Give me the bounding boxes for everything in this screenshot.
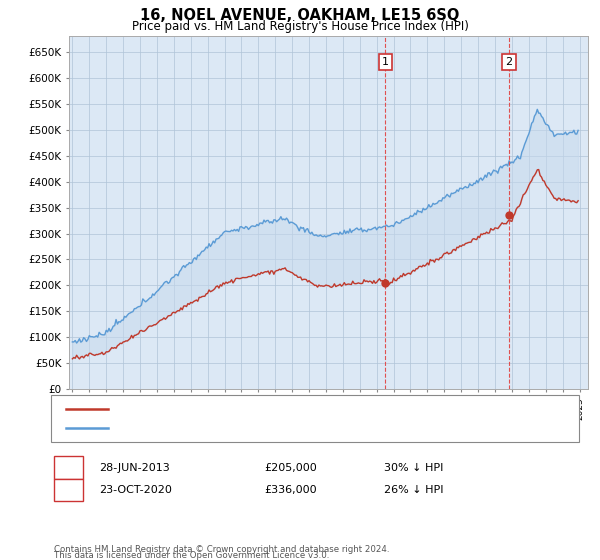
Text: £205,000: £205,000 — [264, 463, 317, 473]
Text: 30% ↓ HPI: 30% ↓ HPI — [384, 463, 443, 473]
Text: 28-JUN-2013: 28-JUN-2013 — [99, 463, 170, 473]
Text: HPI: Average price, detached house, Rutland: HPI: Average price, detached house, Rutl… — [117, 423, 350, 433]
Text: 16, NOEL AVENUE, OAKHAM, LE15 6SQ: 16, NOEL AVENUE, OAKHAM, LE15 6SQ — [140, 8, 460, 24]
Text: 1: 1 — [65, 463, 72, 473]
Text: 23-OCT-2020: 23-OCT-2020 — [99, 485, 172, 495]
Text: Price paid vs. HM Land Registry's House Price Index (HPI): Price paid vs. HM Land Registry's House … — [131, 20, 469, 33]
Text: 16, NOEL AVENUE, OAKHAM, LE15 6SQ (detached house): 16, NOEL AVENUE, OAKHAM, LE15 6SQ (detac… — [117, 404, 415, 414]
Text: £336,000: £336,000 — [264, 485, 317, 495]
Text: 26% ↓ HPI: 26% ↓ HPI — [384, 485, 443, 495]
Text: 2: 2 — [505, 57, 512, 67]
Text: 2: 2 — [65, 485, 72, 495]
Text: This data is licensed under the Open Government Licence v3.0.: This data is licensed under the Open Gov… — [54, 551, 329, 560]
Text: 1: 1 — [382, 57, 389, 67]
Text: Contains HM Land Registry data © Crown copyright and database right 2024.: Contains HM Land Registry data © Crown c… — [54, 545, 389, 554]
